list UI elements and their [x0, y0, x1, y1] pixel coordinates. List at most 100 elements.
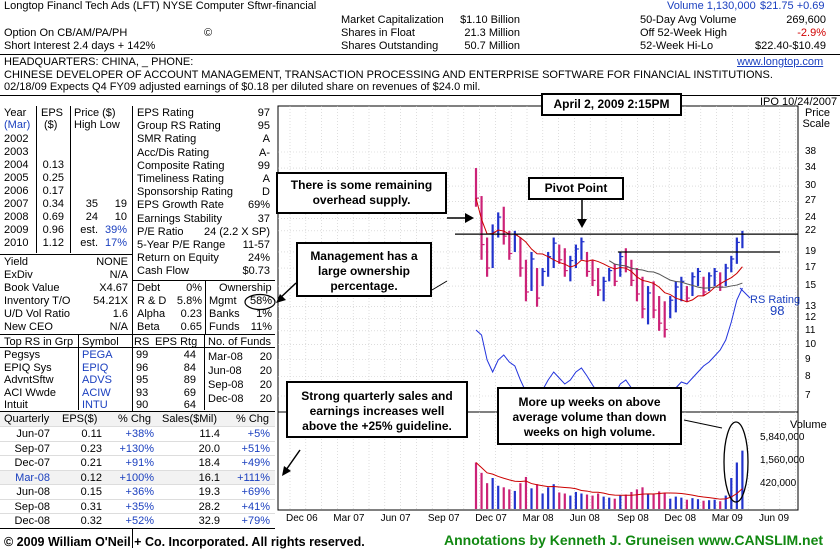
- rating-value: A-: [259, 146, 270, 159]
- q-sales-chg: +69%: [241, 486, 270, 498]
- stat-label: Shares Outstanding: [341, 40, 439, 52]
- group-header-name: Top RS in Grp: [4, 336, 74, 348]
- q-sales-chg: +51%: [241, 442, 270, 455]
- col-divider: [204, 334, 205, 410]
- quarterly-row: Sep-08 0.31 +35% 28.2 +41%: [0, 498, 275, 514]
- eps-year: 2004: [4, 159, 29, 171]
- quarterly-row: Jun-08 0.15 +36% 19.3 +69%: [0, 484, 275, 499]
- q-eps: 0.31: [80, 500, 102, 513]
- eps-value: 0.13: [42, 159, 64, 171]
- right-stat-label: 52-Week Hi-Lo: [640, 40, 714, 52]
- rs-rating-label: RS Rating: [750, 294, 801, 306]
- y-tick-label: 11: [805, 324, 816, 336]
- credit-link[interactable]: Annotations by Kenneth J. Gruneisen www.…: [444, 532, 824, 548]
- volume-tick-label: 1,560,000: [760, 455, 805, 466]
- fin-label: Beta: [137, 321, 160, 333]
- description: CHINESE DEVELOPER OF ACCOUNT MANAGEMENT,…: [4, 69, 773, 81]
- funds-date: Mar-08: [208, 351, 243, 363]
- misc-label: New CEO: [4, 321, 53, 333]
- pivot-callout: Pivot Point: [528, 177, 624, 200]
- volume-average: [475, 462, 743, 500]
- eps-price-low: 39%: [104, 224, 127, 236]
- stat-label: Market Capitalization: [341, 14, 444, 26]
- group-symbol[interactable]: INTU: [82, 399, 108, 411]
- y-tick-label: 19: [805, 245, 817, 257]
- management-arrow-line: [431, 280, 448, 291]
- x-tick-label: Jun 08: [569, 513, 600, 524]
- stat-label: Shares in Float: [341, 27, 415, 39]
- eps-value: 0.69: [42, 211, 64, 223]
- divider: [0, 528, 275, 529]
- eps-value: 0.96: [42, 224, 64, 236]
- management-pointer-head: [276, 294, 286, 303]
- volume-title: Volume: [790, 419, 827, 431]
- q-header: EPS($): [62, 413, 98, 425]
- option-label: Option On CB/AM/PA/PH: [4, 27, 128, 39]
- eps-price-low: 10: [114, 211, 127, 223]
- ownership-label: Banks: [209, 308, 240, 320]
- rating-label: P/E Ratio: [137, 225, 184, 238]
- rating-value: $0.73: [242, 265, 270, 278]
- q-quarter: Jun-08: [16, 486, 50, 498]
- q-eps: 0.12: [80, 471, 102, 484]
- ipo-date: IPO 10/24/2007: [760, 96, 838, 108]
- misc-label: Book Value: [4, 282, 60, 294]
- short-interest: Short Interest 2.4 days + 142%: [4, 40, 156, 52]
- overhead-arrow-head: [465, 213, 474, 223]
- x-tick-label: Dec 07: [475, 513, 507, 524]
- y-tick-label: 27: [805, 195, 817, 207]
- company-title: Longtop Financl Tech Ads (LFT) NYSE Comp…: [4, 0, 317, 12]
- stat-value: $1.10 Billion: [460, 14, 520, 26]
- q-quarter: Sep-08: [14, 500, 50, 513]
- x-tick-label: Sep 07: [427, 513, 460, 524]
- group-symbol[interactable]: ADVS: [82, 374, 112, 386]
- misc-value: 54.21X: [93, 295, 128, 307]
- q-eps: 0.11: [81, 428, 102, 440]
- rating-label: Group RS Rating: [137, 120, 221, 133]
- eps-price-high: 35: [85, 198, 98, 210]
- q-eps-chg: +52%: [125, 515, 154, 527]
- q-quarter: Mar-08: [15, 471, 50, 484]
- website-link[interactable]: www.longtop.com: [737, 56, 824, 68]
- group-eps: 44: [183, 349, 196, 361]
- moving-average-50: [475, 197, 743, 303]
- q-eps-chg: +38%: [125, 428, 154, 440]
- x-tick-label: Mar 08: [522, 513, 554, 524]
- rating-value: 95: [257, 120, 270, 133]
- group-symbol[interactable]: ACIW: [82, 386, 111, 399]
- funds-date: Sep-08: [208, 379, 244, 391]
- y-tick-label: 8: [805, 370, 811, 382]
- divider: [0, 347, 275, 348]
- rating-label: Earnings Stability: [137, 212, 222, 225]
- divider: [132, 280, 275, 281]
- group-symbol[interactable]: PEGA: [82, 349, 113, 361]
- eps-header-year: Year: [4, 107, 27, 119]
- eps-value: 1.12: [42, 237, 64, 249]
- rating-value: A: [262, 173, 270, 185]
- q-eps: 0.32: [80, 515, 102, 527]
- date-callout: April 2, 2009 2:15PM: [541, 93, 682, 116]
- y-tick-label: 38: [805, 146, 817, 157]
- eps-price-high: est.: [80, 237, 98, 249]
- eps-year: 2005: [4, 172, 29, 184]
- eps-subheader-price: High Low: [74, 119, 120, 131]
- divider: [0, 411, 275, 412]
- x-tick-label: Dec 06: [286, 513, 318, 524]
- misc-label: Yield: [4, 256, 29, 268]
- right-stat-label: Off 52-Week High: [640, 27, 728, 39]
- quarterly-row: Sep-07 0.23 +130% 20.0 +51%: [0, 440, 275, 456]
- q-sales: 16.1: [198, 471, 220, 484]
- eps-header-price: Price ($): [74, 107, 116, 119]
- y-tick-label: 13: [805, 300, 817, 312]
- eps-subheader-year: (Mar): [4, 119, 31, 131]
- group-symbol[interactable]: EPIQ: [82, 361, 109, 374]
- option-icon: ©: [204, 27, 213, 39]
- funds-value: 20: [259, 365, 272, 377]
- eps-subheader-eps: ($): [44, 119, 58, 131]
- q-eps-chg: +130%: [119, 442, 154, 455]
- stat-value: 50.7 Million: [464, 40, 520, 52]
- volume-callout: More up weeks on above average volume th…: [497, 387, 682, 445]
- x-tick-label: Jun 07: [380, 513, 411, 524]
- ownership-label: Funds: [209, 321, 240, 333]
- col-divider: [132, 106, 133, 548]
